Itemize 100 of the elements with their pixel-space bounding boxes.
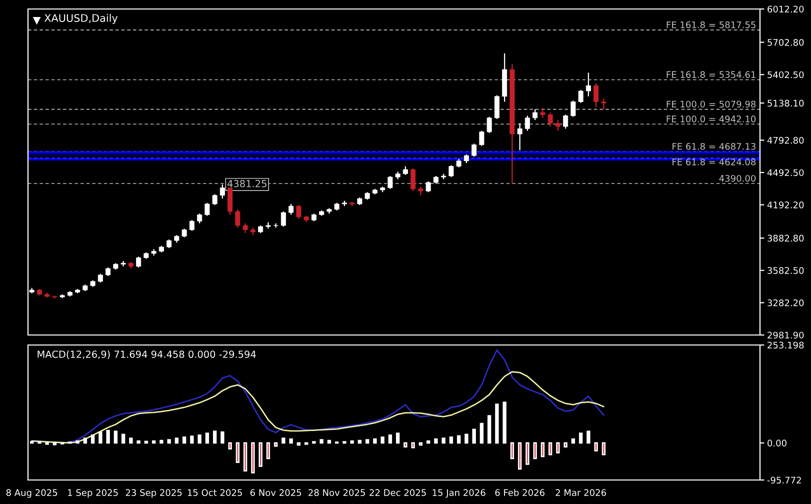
bar	[327, 440, 332, 444]
candlestick	[288, 203, 294, 216]
bar	[518, 442, 522, 470]
candlestick	[220, 184, 225, 200]
bar	[456, 435, 461, 444]
y-tick-label: 5702.80	[768, 39, 804, 46]
bar	[564, 442, 568, 448]
bar	[251, 442, 255, 474]
bar	[578, 432, 583, 444]
bar	[205, 432, 210, 444]
candlestick	[570, 100, 576, 118]
bar	[380, 436, 384, 444]
bar	[114, 430, 118, 444]
bar	[98, 431, 102, 444]
bar	[212, 430, 217, 444]
bar	[266, 442, 270, 460]
bar	[320, 439, 324, 444]
x-tick-label: 15 Oct 2025	[188, 489, 242, 496]
bar	[480, 422, 484, 444]
candlestick	[486, 116, 492, 134]
line-series	[31, 349, 604, 444]
ref-line-label: FE 100.0 = 4942.10	[666, 116, 756, 122]
candlestick	[296, 204, 302, 220]
candlestick	[426, 180, 431, 193]
chart-title: XAUUSD,Daily	[44, 14, 118, 24]
bar	[365, 439, 370, 444]
bar	[396, 432, 400, 444]
bar	[289, 438, 293, 444]
y-tick-label: 6012.20	[768, 6, 804, 13]
ref-line-label: FE 61.8 = 4687.13	[672, 142, 756, 150]
y-tick-label: 4192.20	[767, 202, 804, 208]
ref-line-label: FE 100.0 = 5079.98	[666, 100, 756, 108]
x-tick-label: 1 Sep 2025	[68, 489, 118, 498]
y-tick-label: 4492.50	[767, 169, 804, 176]
y-tick-label: 253.198	[768, 342, 804, 349]
bar	[236, 442, 240, 463]
candlestick	[555, 119, 560, 132]
candlestick	[548, 112, 553, 128]
bar	[510, 442, 514, 460]
candlestick	[189, 220, 194, 232]
y-tick-label: -95.772	[767, 476, 801, 484]
bar	[602, 442, 606, 456]
bar	[182, 436, 186, 444]
bar	[198, 434, 202, 444]
y-tick-label: 3282.20	[768, 299, 804, 306]
x-tick-label: 6 Feb 2026	[495, 489, 544, 496]
bar	[274, 442, 278, 447]
bar	[83, 438, 88, 444]
bar	[167, 439, 171, 444]
candlestick	[197, 213, 202, 224]
bar	[373, 438, 377, 444]
candlestick	[532, 108, 538, 121]
x-tick-label: 28 Nov 2025	[308, 489, 365, 496]
y-tick-label: 3882.80	[768, 234, 804, 242]
bar	[121, 434, 126, 444]
bar	[495, 404, 499, 444]
annotation: 4381.25	[227, 180, 266, 188]
candlestick	[204, 202, 210, 216]
bar	[358, 440, 362, 444]
bar	[160, 440, 164, 444]
bar	[90, 434, 95, 444]
candlestick	[235, 208, 240, 228]
candlestick	[479, 130, 484, 146]
y-tick-label: 0.00	[768, 440, 786, 447]
candlestick	[517, 122, 522, 151]
y-tick-label: 5402.50	[768, 71, 804, 78]
candlestick	[524, 115, 530, 132]
bar	[594, 442, 598, 452]
candlestick	[594, 82, 599, 108]
bar	[404, 442, 408, 448]
bar	[464, 434, 468, 444]
bar	[282, 438, 286, 444]
candlestick	[494, 94, 500, 120]
candlestick	[212, 194, 218, 206]
bar	[533, 442, 537, 460]
bar	[472, 428, 476, 444]
bar	[174, 438, 179, 444]
bar	[556, 442, 560, 454]
candlestick	[242, 222, 248, 234]
bar	[487, 415, 492, 444]
ref-line-label: FE 61.8 = 4624.08	[672, 158, 756, 166]
ref-line-label: 4390.00	[719, 174, 756, 182]
bar	[243, 442, 248, 472]
y-tick-label: 3582.50	[768, 267, 804, 274]
candlestick	[578, 89, 584, 104]
y-tick-label: 5138.10	[768, 100, 804, 107]
candlestick	[472, 143, 477, 158]
bar	[540, 442, 545, 458]
bar	[190, 436, 194, 444]
x-tick-label: 6 Nov 2025	[250, 489, 302, 496]
y-tick-label: 4792.80	[767, 136, 804, 144]
candlestick	[228, 186, 233, 216]
ref-line-label: FE 161.8 = 5354.61	[666, 71, 756, 78]
candlestick	[410, 168, 416, 192]
bar	[228, 442, 232, 450]
bar	[502, 402, 506, 444]
bar	[548, 442, 552, 456]
bar	[526, 442, 530, 465]
bar	[586, 430, 590, 444]
y-tick-label: 2981.90	[768, 332, 804, 339]
